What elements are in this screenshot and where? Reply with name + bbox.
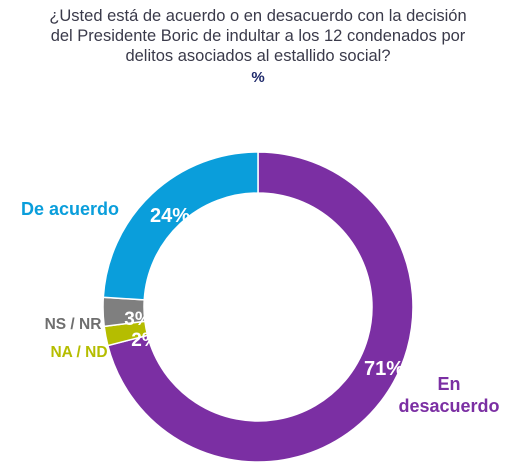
slice-de-acuerdo (102, 151, 259, 301)
value-label-de-acuerdo: 24% (150, 205, 190, 227)
chart-title-line-1: ¿Usted está de acuerdo o en desacuerdo c… (49, 7, 467, 25)
value-label-ns-nr: 3% (124, 309, 152, 330)
category-label-na-nd: NA / ND (50, 344, 107, 361)
chart-unit-label: % (251, 69, 265, 86)
chart-title-line-2: del Presidente Boric de indultar a los 1… (50, 27, 466, 45)
chart-title-line-3: delitos asociados al estallido social? (125, 47, 391, 65)
value-label-na-nd: 2% (131, 330, 159, 351)
category-label-ns-nr: NS / NR (45, 316, 102, 333)
category-label-en-desacuerdo: En desacuerdo (398, 374, 499, 416)
category-label-de-acuerdo: De acuerdo (21, 199, 119, 219)
chart-title: ¿Usted está de acuerdo o en desacuerdo c… (0, 6, 516, 66)
value-label-en-desacuerdo: 71% (364, 358, 404, 380)
slice-en-desacuerdo (106, 151, 414, 463)
